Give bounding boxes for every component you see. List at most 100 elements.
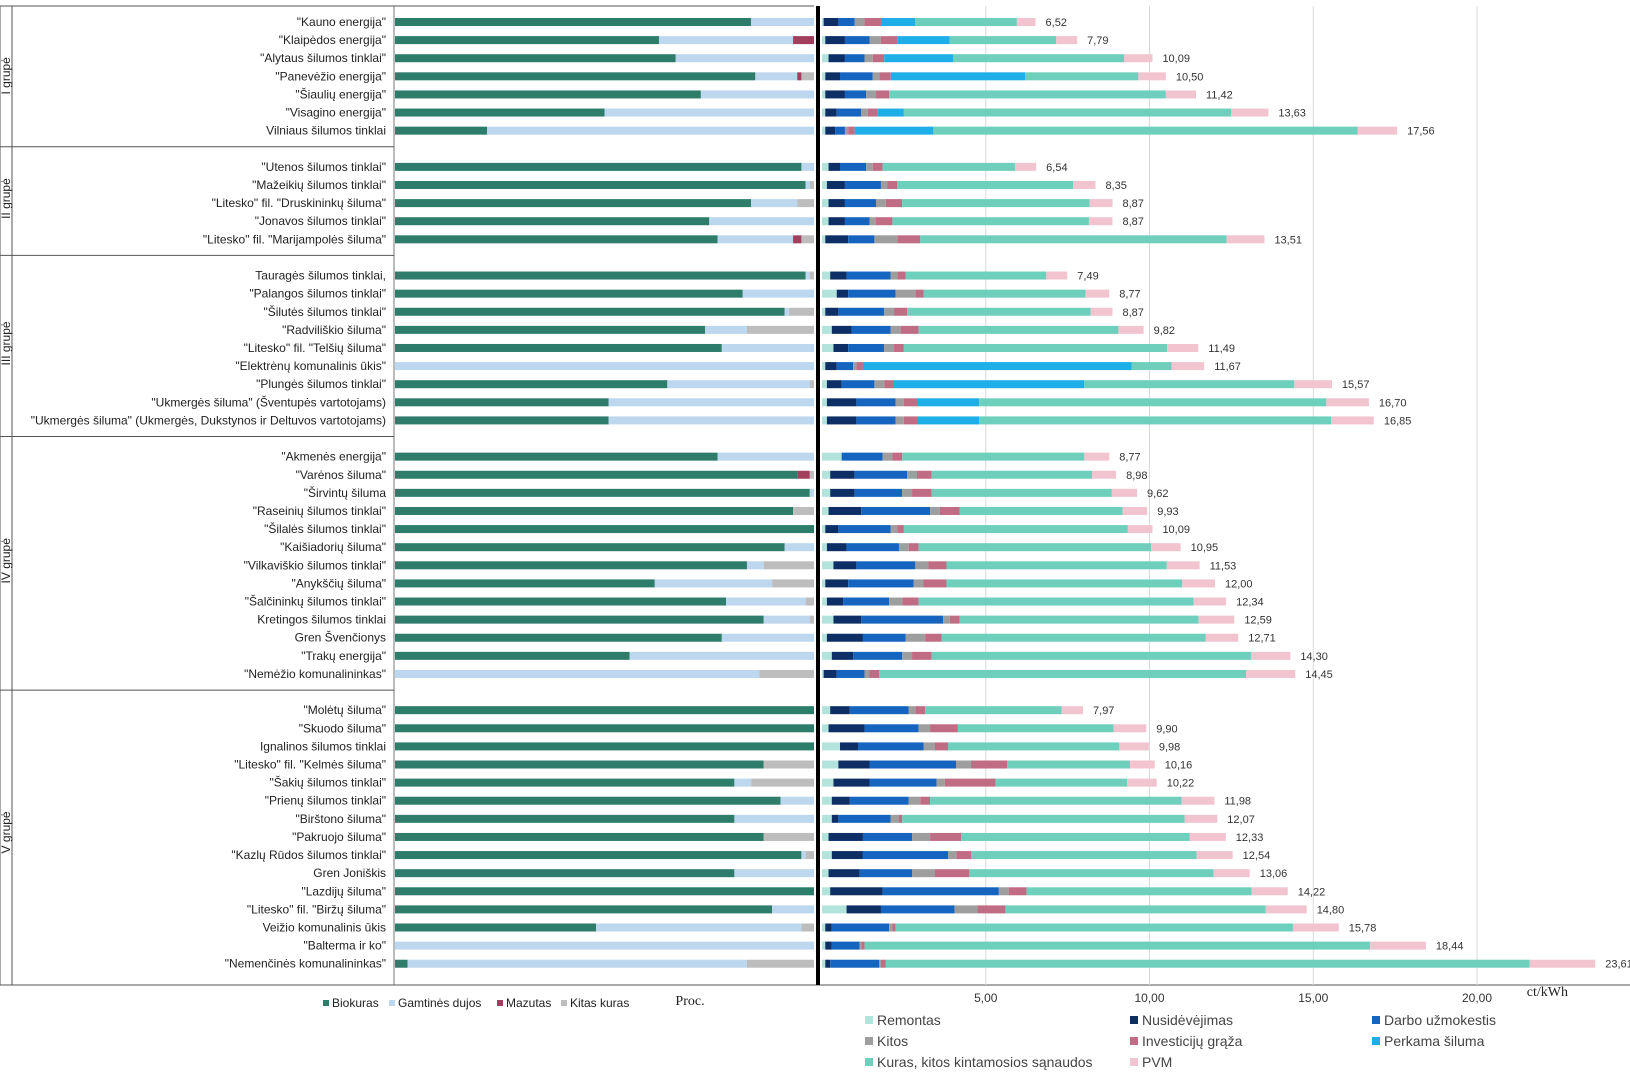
category-label: "Litesko" fil. "Marijampolės šiluma" [203, 232, 386, 246]
price-bar-segment [840, 72, 873, 81]
price-bar-segment [862, 362, 1132, 371]
legend-swatch [865, 1016, 873, 1024]
price-bar-segment [879, 72, 891, 81]
price-bar-segment [902, 814, 1185, 823]
price-bar-segment [830, 271, 847, 280]
price-bar-segment [918, 597, 1194, 606]
price-bar-segment [880, 905, 955, 914]
price-bar-segment [959, 506, 1123, 515]
price-bar-segment [833, 778, 870, 787]
total-label: 8,77 [1119, 452, 1140, 464]
price-bar-segment [838, 307, 885, 316]
price-bar-segment [908, 706, 916, 715]
category-label: Gren Joniškis [313, 866, 386, 880]
price-bar-segment [912, 651, 932, 660]
price-bar-segment [961, 832, 1190, 841]
group-labels: I grupė II grupė III grupė IV grupė V grupė [0, 57, 13, 854]
price-bar-segment [884, 380, 895, 389]
price-bar-segment [884, 54, 953, 63]
price-bar-segment [1007, 760, 1131, 769]
category-label: "Radviliškio šiluma" [282, 323, 386, 337]
price-bar-segment [897, 525, 904, 534]
category-label: "Šilutės šilumos tinklai" [263, 304, 386, 319]
price-bar-segment [1089, 199, 1113, 208]
price-bar-segment [822, 90, 826, 99]
total-label: 15,57 [1342, 379, 1370, 391]
legend-label: Kuras, kitos kintamosios sąnaudos [877, 1054, 1093, 1070]
price-bar-segment [890, 271, 898, 280]
fuel-bar-segment [759, 669, 814, 678]
price-bar-segment [890, 814, 899, 823]
fuel-bar-segment [717, 235, 794, 244]
price-bar-segment [822, 199, 829, 208]
price-bar-segment [872, 54, 885, 63]
price-bar-segment [1246, 669, 1296, 678]
total-label: 14,30 [1300, 651, 1328, 663]
chart-frame [0, 5, 1630, 986]
price-bar-segment [894, 380, 1084, 389]
price-bar-segment [897, 271, 906, 280]
fuel-bar-segment [705, 325, 747, 334]
price-bar-segment [1331, 416, 1374, 425]
total-label: 7,97 [1093, 705, 1114, 717]
total-label: 16,70 [1379, 397, 1407, 409]
price-bar-segment [822, 615, 834, 624]
price-bar-segment [822, 217, 829, 226]
fuel-bar-segment [793, 235, 802, 244]
total-label: 6,54 [1046, 162, 1067, 174]
legend-swatch [1130, 1037, 1138, 1045]
price-bar-segment [959, 615, 1199, 624]
fuel-bar-segment [797, 199, 814, 208]
price-bar-segment [822, 814, 832, 823]
fuel-bar-segment [797, 72, 802, 81]
fuel-bar-segment [395, 923, 597, 932]
price-bar-segment [1025, 72, 1139, 81]
fuel-axis-label: Proc. [675, 994, 704, 1009]
price-bar-segment [822, 380, 827, 389]
price-bar-segment [916, 398, 980, 407]
price-bar-segment [908, 543, 919, 552]
price-bar-segment [879, 669, 1247, 678]
category-label: "Vilkaviškio šilumos tinklai" [244, 558, 386, 572]
price-bar-segment [905, 633, 926, 642]
price-bar-segment [826, 543, 847, 552]
price-bar-segment [833, 561, 857, 570]
legend-label: Kitas kuras [570, 996, 629, 1010]
price-bar-segment [876, 199, 886, 208]
price-bar-segment [844, 126, 849, 135]
legend-swatch [389, 1000, 395, 1006]
price-bar-segment [949, 615, 960, 624]
total-label: 13,51 [1274, 234, 1302, 246]
fuel-bar-segment [667, 380, 810, 389]
price-bar-segment [822, 941, 826, 950]
price-bar-segment [844, 54, 865, 63]
fuel-bar-segment [793, 36, 814, 45]
price-bar-segment [1193, 597, 1227, 606]
category-label: "Plungės šilumos tinklai" [256, 377, 386, 391]
price-bar-segment [822, 271, 831, 280]
price-bar-segment [822, 506, 829, 515]
price-bar-segment [1251, 651, 1291, 660]
price-bar-segment [822, 651, 832, 660]
price-bar-segment [846, 905, 881, 914]
price-bar-segment [825, 959, 831, 968]
price-bar-segment [833, 615, 862, 624]
price-bar-segment [848, 126, 855, 135]
category-label: "Ukmergės šiluma" (Šventupės vartotojams… [151, 394, 386, 409]
price-bar-segment [1182, 579, 1215, 588]
total-label: 8,98 [1126, 470, 1147, 482]
fuel-bar-segment [395, 832, 764, 841]
price-bar-segment [918, 543, 1152, 552]
category-label: Tauragės šilumos tinklai, [255, 269, 386, 283]
price-bar-segment [915, 289, 924, 298]
price-bar-segment [889, 923, 893, 932]
fuel-bar-segment [395, 398, 609, 407]
price-bar-segment [861, 615, 944, 624]
price-bar-segment [934, 869, 970, 878]
price-bar-segment [903, 525, 1128, 534]
total-label: 8,87 [1122, 198, 1143, 210]
fuel-bar-segment [809, 380, 814, 389]
price-bar-segment [846, 271, 891, 280]
price-bar-segment [956, 760, 972, 769]
